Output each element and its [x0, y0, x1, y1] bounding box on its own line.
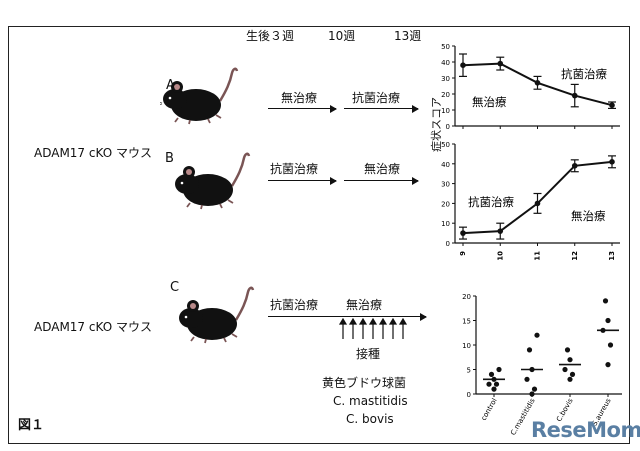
annotation: 無治療 [571, 209, 606, 223]
y-tick-label: 20 [441, 200, 450, 208]
y-tick-label: 15 [462, 318, 471, 326]
data-point [605, 362, 611, 368]
data-point [564, 347, 571, 353]
y-tick-label: 10 [441, 220, 450, 228]
data-point [609, 102, 615, 108]
group-a-arrow1 [268, 104, 337, 113]
figure-frame [8, 26, 630, 444]
group-a-letter: A [166, 78, 175, 93]
group-a-step2: 抗菌治療 [352, 91, 401, 105]
annotation: 抗菌治療 [561, 67, 607, 81]
bacteria-1: 黄色ブドウ球菌 [322, 376, 407, 390]
x-tick-label: 11 [534, 251, 542, 261]
y-tick-label: 30 [441, 181, 450, 189]
mouse-icon-b [175, 152, 251, 210]
mouse-label-c: ADAM17 cKO マウス [34, 320, 152, 334]
group-b-step2: 無治療 [364, 162, 401, 176]
data-point [486, 381, 492, 387]
data-point [460, 230, 466, 236]
data-point [526, 347, 533, 353]
data-point [607, 342, 614, 348]
data-point [569, 371, 576, 377]
y-tick-label: 40 [441, 59, 450, 67]
y-tick-label: 20 [441, 91, 450, 99]
data-point [562, 366, 568, 373]
data-point [497, 228, 504, 234]
data-point [491, 386, 497, 392]
week-label-13: 13週 [394, 29, 422, 43]
y-tick-label: 50 [441, 141, 450, 149]
data-point [531, 386, 538, 392]
x-tick-label: control [480, 397, 499, 422]
data-point [493, 381, 500, 387]
bacteria-3: C. bovis [346, 412, 394, 426]
y-tick-label: 10 [462, 342, 471, 350]
group-b-arrow2 [344, 176, 419, 185]
group-b-letter: B [165, 151, 174, 166]
mouse-icon-c [179, 286, 255, 344]
data-point [609, 159, 615, 165]
y-tick-label: 0 [446, 123, 450, 131]
resemom-logo: ReseMom [531, 418, 640, 442]
x-tick-label: 9 [459, 251, 467, 256]
data-point [571, 162, 578, 169]
chart-ab-ylabel: 症状スコア [430, 97, 443, 152]
y-tick-label: 40 [441, 161, 450, 169]
group-c-step2: 無治療 [346, 298, 383, 312]
data-point [488, 371, 495, 377]
chart-group-c: 05101520症状スコアcontrolC.mastitidisC.bovisS… [460, 293, 622, 437]
inoculation-arrows [338, 318, 408, 339]
data-point [567, 376, 573, 382]
annotation: 無治療 [472, 95, 507, 109]
week-label-10: 10週 [328, 29, 356, 43]
data-point [460, 62, 466, 68]
figure-label: 図１ [18, 418, 45, 433]
bacteria-2: C. mastitidis [333, 394, 408, 408]
group-a-step1: 無治療 [281, 91, 318, 105]
group-c-letter: C [170, 280, 180, 295]
y-tick-label: 10 [441, 107, 450, 115]
data-point [534, 200, 541, 207]
mouse-label-ab: ADAM17 cKO マウス [34, 146, 152, 160]
data-point [567, 357, 573, 363]
data-point [534, 332, 540, 338]
chart-group-a: 0 10 20 30 40 50 無治療 抗菌治療 [441, 43, 620, 131]
data-point [496, 366, 502, 373]
data-point [524, 376, 530, 382]
x-tick-label: 12 [571, 251, 579, 261]
group-c-step1: 抗菌治療 [270, 298, 319, 312]
y-tick-label: 5 [467, 367, 471, 375]
data-point [602, 298, 609, 304]
group-a-arrow2 [344, 104, 419, 113]
group-b-step1: 抗菌治療 [270, 162, 319, 176]
y-tick-label: 0 [467, 391, 471, 399]
x-tick-label: 10 [496, 251, 504, 261]
y-tick-label: 0 [446, 240, 450, 248]
group-b-arrow1 [268, 176, 337, 185]
data-point [534, 80, 541, 86]
inoculation-label: 接種 [356, 347, 381, 361]
x-tick-label: 13 [608, 251, 616, 261]
y-tick-label: 50 [441, 43, 450, 51]
data-point [605, 317, 611, 324]
data-point [529, 391, 535, 397]
data-point [497, 60, 504, 67]
y-tick-label: 30 [441, 75, 450, 83]
annotation: 抗菌治療 [468, 195, 514, 209]
data-point [571, 92, 578, 99]
group-c-arrow [268, 312, 427, 321]
y-tick-label: 20 [462, 293, 471, 301]
mouse-icon-a [160, 67, 239, 125]
week-label-3: 生後３週 [246, 29, 295, 43]
y-axis-label: 症状スコア [460, 323, 461, 368]
